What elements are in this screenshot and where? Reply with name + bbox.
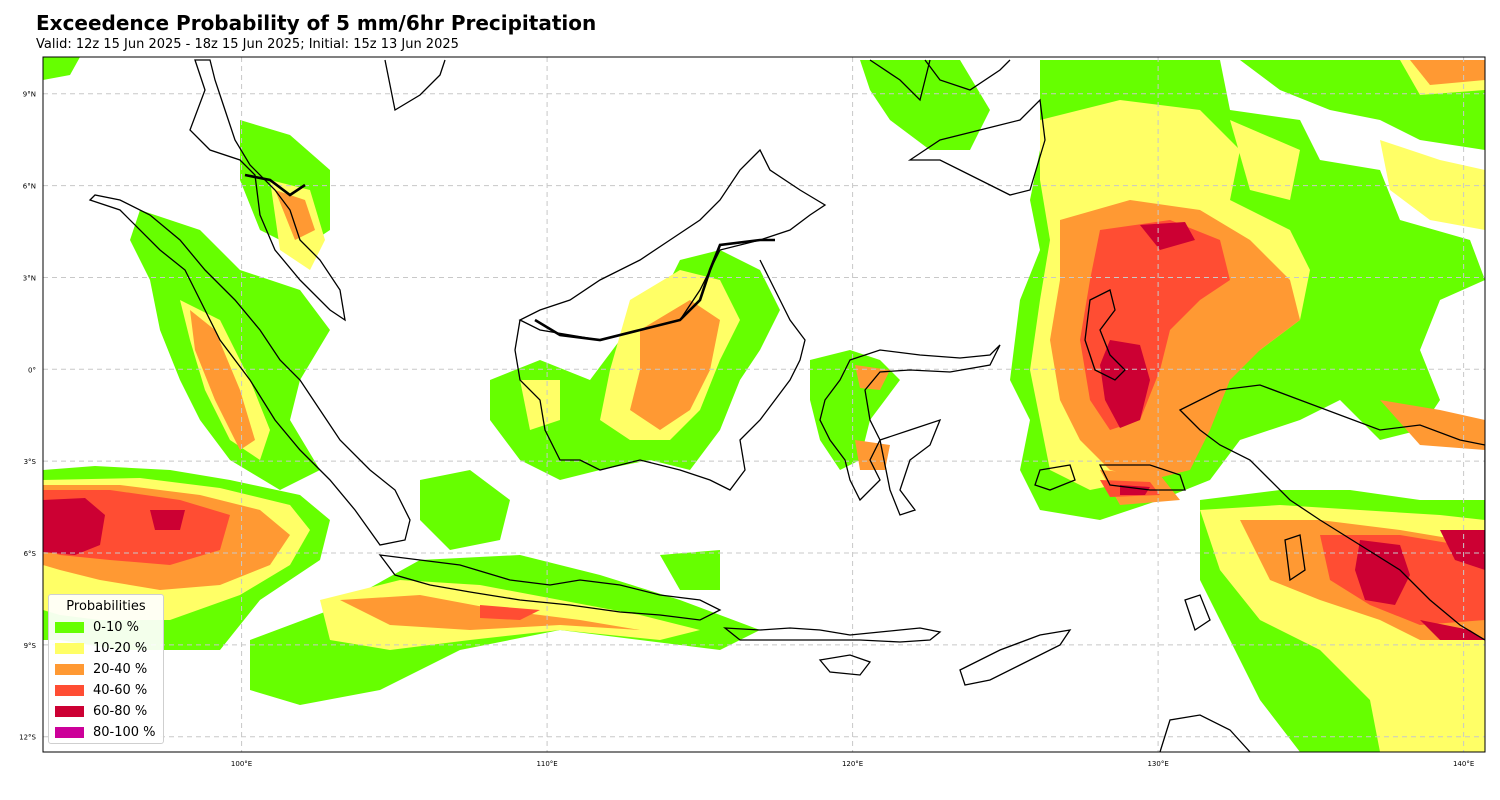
legend-swatch bbox=[55, 621, 84, 633]
legend-label: 40-60 % bbox=[93, 682, 148, 698]
java-coast bbox=[378, 554, 722, 621]
legend-item: 0-10 % bbox=[55, 619, 139, 635]
timor-coast bbox=[959, 629, 1072, 686]
australia-coast bbox=[1159, 714, 1251, 752]
map-subtitle: Valid: 12z 15 Jun 2025 - 18z 15 Jun 2025… bbox=[36, 37, 459, 52]
lon-tick-label: 140°E bbox=[1453, 760, 1474, 768]
lat-tick-label: 3°N bbox=[23, 274, 36, 282]
maluku-coast bbox=[1034, 464, 1186, 491]
legend-item: 40-60 % bbox=[55, 682, 147, 698]
legend: Probabilities 0-10 % 10-20 % 20-40 % 40-… bbox=[48, 594, 164, 744]
lesser-sunda-coast bbox=[723, 627, 942, 643]
legend-swatch bbox=[55, 684, 84, 696]
map-gridlines bbox=[43, 57, 1485, 752]
lon-tick-label: 100°E bbox=[231, 760, 252, 768]
lon-tick-label: 120°E bbox=[842, 760, 863, 768]
legend-label: 10-20 % bbox=[93, 640, 148, 656]
legend-swatch bbox=[55, 663, 84, 675]
legend-item: 80-100 % bbox=[55, 724, 156, 740]
legend-item: 10-20 % bbox=[55, 640, 147, 656]
lat-tick-label: 9°N bbox=[23, 91, 36, 99]
lat-tick-label: 6°S bbox=[24, 550, 37, 558]
philippines-coast bbox=[907, 98, 1046, 196]
legend-label: 0-10 % bbox=[93, 619, 139, 635]
sumatra-coast bbox=[88, 194, 411, 546]
legend-item: 60-80 % bbox=[55, 703, 147, 719]
philippines-north-coast bbox=[869, 59, 931, 102]
legend-label: 20-40 % bbox=[93, 661, 148, 677]
lat-tick-label: 0° bbox=[28, 366, 36, 374]
legend-swatch bbox=[55, 642, 84, 654]
indochina-coast bbox=[384, 59, 446, 112]
lon-tick-label: 110°E bbox=[536, 760, 557, 768]
legend-swatch bbox=[55, 726, 84, 738]
aru-tanimbar-coast bbox=[1184, 534, 1306, 632]
lat-tick-label: 9°S bbox=[24, 642, 37, 650]
lat-tick-label: 6°N bbox=[23, 183, 36, 191]
legend-title: Probabilities bbox=[66, 599, 146, 614]
probability-60-80 bbox=[43, 222, 1485, 640]
new-guinea-coast bbox=[1178, 384, 1485, 641]
lon-tick-label: 130°E bbox=[1147, 760, 1168, 768]
legend-label: 80-100 % bbox=[93, 724, 156, 740]
malaysia-thailand-border bbox=[244, 173, 306, 197]
halmahera-coast bbox=[1084, 289, 1126, 381]
legend-label: 60-80 % bbox=[93, 703, 148, 719]
borneo-border bbox=[534, 238, 775, 342]
coastlines bbox=[88, 59, 1485, 752]
sumba-coast bbox=[818, 654, 872, 676]
axis-tick-labels: 100°E 110°E 120°E 130°E 140°E 9°N 6°N 3°N 0° 3°S 6… bbox=[19, 91, 1474, 768]
lat-tick-label: 3°S bbox=[24, 458, 37, 466]
probability-field bbox=[43, 57, 1485, 752]
sulawesi-coast bbox=[819, 344, 1001, 516]
lat-tick-label: 12°S bbox=[19, 734, 36, 742]
legend-swatch bbox=[55, 705, 84, 717]
map-frame bbox=[42, 56, 1486, 753]
northern-islands-coast bbox=[924, 59, 1011, 91]
legend-item: 20-40 % bbox=[55, 661, 147, 677]
map-title: Exceedence Probability of 5 mm/6hr Preci… bbox=[36, 11, 597, 35]
malay-peninsula-coast bbox=[189, 59, 346, 322]
